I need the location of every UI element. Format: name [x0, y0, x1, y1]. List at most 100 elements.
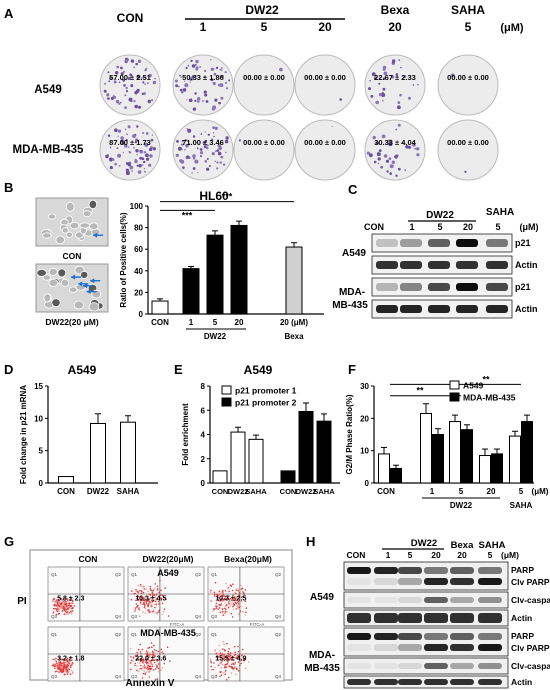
flow-event: [234, 599, 237, 601]
colony: [117, 129, 122, 133]
flow-event: [245, 652, 248, 655]
flow-event: [138, 662, 141, 664]
colony: [128, 151, 132, 154]
flow-event: [132, 660, 134, 662]
colony-dish: 00.00 ± 0.00: [294, 54, 356, 116]
colony: [195, 60, 199, 63]
flow-event: [149, 665, 152, 667]
blot-band: [376, 239, 398, 247]
colony: [395, 128, 398, 131]
flow-event: [65, 661, 68, 664]
flow-event: [215, 595, 218, 598]
flow-event: [244, 595, 246, 597]
colony: [107, 134, 111, 137]
colony: [122, 70, 125, 73]
colony: [389, 172, 393, 175]
colony: [124, 94, 127, 97]
x-tick-label: 5: [519, 487, 524, 496]
y-tick-label: 0: [201, 479, 206, 488]
flow-event: [56, 601, 59, 604]
flow-event: [230, 672, 233, 674]
flow-event: [149, 585, 152, 588]
panel-letter-b: B: [4, 180, 13, 195]
flow-event: [148, 610, 150, 613]
flow-event: [232, 608, 235, 611]
colony: [204, 160, 208, 163]
panel-letter-c: C: [348, 182, 358, 197]
colony: [117, 153, 122, 158]
flow-event: [155, 668, 157, 670]
flow-event: [220, 598, 222, 601]
colony-dish: 00.00 ± 0.00: [437, 119, 499, 181]
blot-band: [376, 283, 398, 291]
flow-event: [210, 668, 213, 671]
bar: [461, 429, 473, 484]
flow-event: [237, 603, 240, 605]
colony: [203, 90, 207, 94]
flow-event: [233, 646, 235, 648]
flow-event: [245, 607, 248, 609]
colony: [200, 155, 202, 158]
colony-dish: 00.00 ± 0.00: [233, 119, 295, 181]
colony: [397, 123, 401, 127]
blot-band: [374, 644, 398, 651]
blot-lane-label: 1: [409, 222, 414, 232]
colony: [377, 162, 380, 165]
colony: [383, 71, 388, 76]
flow-plot: Q1 Q2 Q3 Q4 22.0 ± 3.6: [127, 626, 205, 682]
colony: [132, 134, 136, 139]
flow-event: [70, 611, 72, 613]
colony: [194, 63, 197, 67]
colony: [204, 93, 208, 97]
flow-event: [154, 652, 156, 654]
colony: [104, 83, 106, 86]
colony: [121, 141, 125, 145]
colony: [144, 142, 149, 147]
blot-band: [398, 578, 422, 585]
colony: [134, 158, 137, 162]
flow-event: [235, 673, 237, 675]
colony: [368, 87, 371, 91]
flow-event: [244, 667, 247, 670]
colony: [186, 99, 188, 101]
flow-event: [151, 659, 154, 661]
cell: [48, 278, 59, 287]
flow-event: [63, 664, 66, 667]
flow-event: [65, 601, 67, 603]
flow-event: [142, 661, 145, 663]
flow-event: [134, 592, 137, 595]
colony: [206, 147, 209, 150]
flow-event: [59, 604, 62, 607]
colony: [192, 135, 196, 138]
y-tick-label: 2: [201, 455, 206, 464]
flow-event: [130, 659, 133, 662]
colony: [120, 136, 124, 140]
flow-event: [214, 666, 216, 669]
flow-event: [232, 583, 234, 585]
colony-count-value: 57.00 ± 2.51: [109, 73, 151, 82]
blot-lane-label: 20: [463, 222, 473, 232]
flow-event: [240, 662, 242, 665]
flow-event: [151, 665, 154, 668]
flow-event: [158, 603, 160, 605]
flow-event: [209, 593, 211, 595]
flow-event: [231, 663, 233, 666]
arrow-head-icon: [86, 289, 91, 295]
quadrant-label: Q1: [131, 572, 138, 577]
y-tick-label: 15: [34, 382, 43, 391]
colony: [403, 75, 407, 78]
colony: [382, 87, 386, 91]
flow-event: [67, 672, 69, 674]
bar: [449, 421, 461, 484]
flow-event: [221, 653, 223, 656]
colony: [144, 76, 146, 79]
bar: [58, 476, 74, 484]
colony: [197, 171, 199, 174]
y-tick-label: 6: [201, 406, 206, 415]
colony: [136, 74, 141, 79]
flow-event: [231, 589, 234, 592]
colony: [388, 142, 393, 147]
flow-event: [66, 608, 69, 610]
flow-event: [141, 661, 144, 664]
colony-count-value: 22.67 ± 2.33: [374, 73, 416, 82]
